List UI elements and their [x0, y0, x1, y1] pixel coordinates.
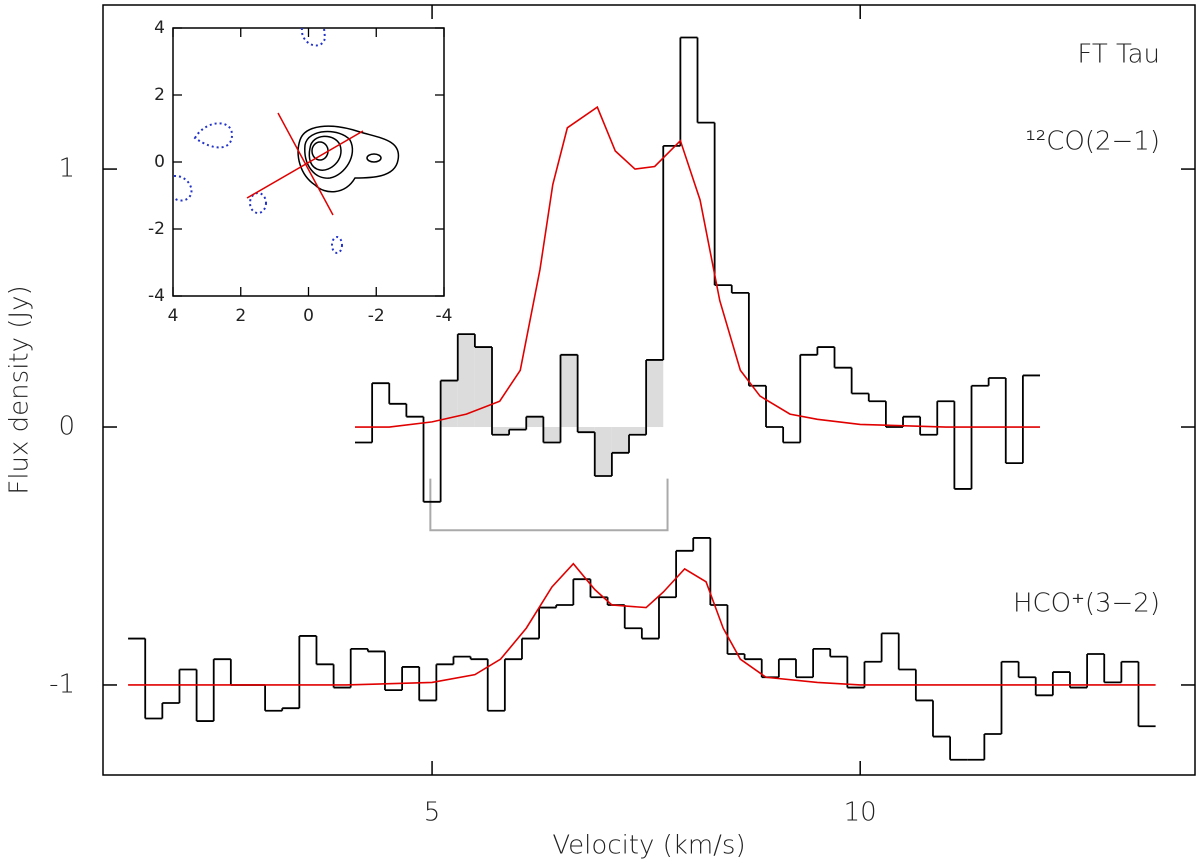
model-line [128, 562, 1156, 686]
contour [366, 153, 382, 163]
annotation: FT Tau [1077, 40, 1160, 70]
shaded-bin [526, 416, 544, 428]
inset-x-tick-label: -2 [368, 306, 385, 326]
contour [331, 236, 343, 254]
inset-x-tick-label: 2 [235, 306, 246, 326]
x-tick-label: 5 [424, 798, 441, 828]
contours [297, 125, 400, 193]
x-tick-label: 10 [844, 798, 877, 828]
contour [249, 192, 267, 214]
shaded-bin [577, 427, 595, 433]
y-tick-label: -1 [49, 669, 75, 699]
shaded-bin [560, 354, 578, 428]
y-axis-label: Flux density (Jy) [5, 285, 35, 494]
inset-y-tick-label: 4 [154, 18, 165, 38]
model-line [355, 105, 1041, 428]
contour [193, 122, 234, 149]
shaded-bin [492, 427, 510, 435]
inset-x-tick-label: 4 [168, 306, 179, 326]
shaded-bin [543, 427, 561, 443]
shaded-bin [509, 427, 527, 430]
inset-y-tick-label: -2 [148, 219, 165, 239]
y-tick-label: 1 [58, 154, 75, 184]
inset-y-tick-label: 2 [154, 85, 165, 105]
series-label: HCO⁺(3−2) [1013, 589, 1160, 619]
shaded-bin [474, 347, 493, 428]
contour [297, 125, 400, 193]
series-label: ¹²CO(2−1) [1025, 127, 1160, 157]
inset-map: 4 2 0 -2 -4 -4 -2 0 2 4 [148, 18, 452, 326]
shaded-bin [457, 334, 475, 428]
bracket [429, 478, 669, 532]
inset-x-tick-label: 0 [303, 306, 314, 326]
shaded-bin [594, 427, 612, 477]
plot-frame [102, 4, 1196, 776]
inset-x-tick-label: -4 [436, 306, 453, 326]
inset-y-tick-label: 0 [154, 152, 165, 172]
inset-y-tick-label: -4 [148, 286, 165, 306]
x-axis-label: Velocity (km/s) [552, 831, 745, 861]
shaded-bin [611, 427, 630, 453]
contour [304, 130, 354, 179]
y-tick-label: 0 [58, 412, 75, 442]
shaded-bin [440, 380, 458, 428]
shaded-bin [646, 359, 664, 428]
negative-contours [173, 27, 343, 254]
shaded-bin [629, 427, 647, 435]
axis-line [246, 130, 364, 199]
